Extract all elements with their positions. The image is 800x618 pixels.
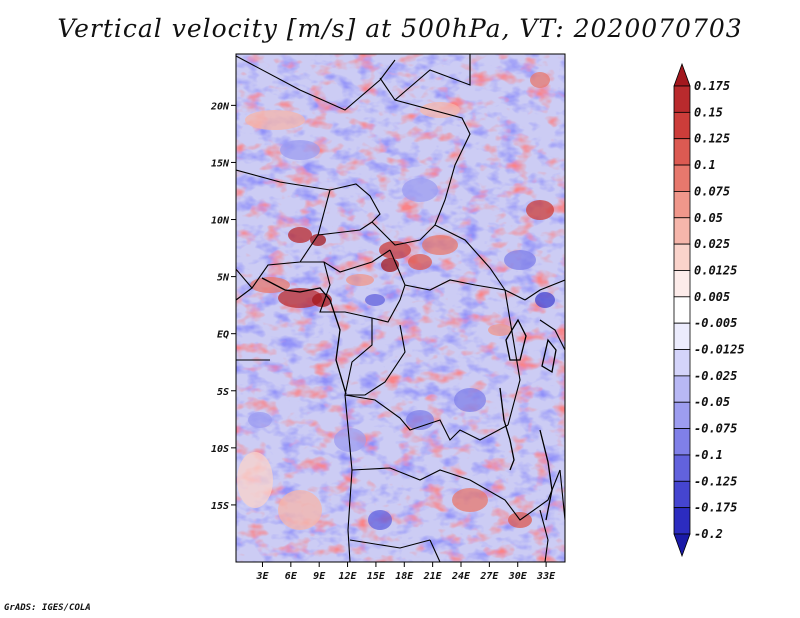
colorbar-segment bbox=[673, 217, 691, 245]
y-tick-label: 15S bbox=[211, 501, 229, 512]
x-tick-label: 27E bbox=[479, 571, 499, 582]
colorbar-label: -0.125 bbox=[694, 474, 737, 488]
anomaly-blob bbox=[535, 292, 555, 308]
anomaly-blob bbox=[288, 227, 312, 243]
anomaly-blob bbox=[379, 241, 411, 259]
colorbar-segment bbox=[673, 375, 691, 403]
colorbar-segment bbox=[673, 111, 691, 140]
y-tick-label: 10S bbox=[211, 444, 229, 455]
colorbar-segment bbox=[673, 243, 691, 271]
anomaly-blob bbox=[310, 234, 326, 246]
velocity-field-texture bbox=[236, 54, 565, 562]
x-tick-label: 24E bbox=[451, 571, 471, 582]
colorbar-segment bbox=[673, 533, 691, 558]
anomaly-blob bbox=[526, 200, 554, 220]
colorbar-label: 0.075 bbox=[694, 184, 730, 198]
anomaly-blob bbox=[408, 254, 432, 270]
anomaly-blob bbox=[365, 294, 385, 306]
anomaly-blob bbox=[278, 288, 322, 308]
anomaly-blob bbox=[530, 72, 550, 88]
y-tick-label: 15N bbox=[211, 158, 230, 169]
colorbar-segment bbox=[673, 138, 691, 166]
colorbar-label: -0.0125 bbox=[694, 343, 745, 357]
colorbar-label: -0.025 bbox=[694, 369, 737, 383]
plot-frame bbox=[235, 53, 566, 563]
anomaly-blob bbox=[245, 110, 305, 130]
colorbar-label: -0.005 bbox=[694, 316, 737, 330]
colorbar-label: 0.1 bbox=[694, 158, 716, 172]
anomaly-blob bbox=[278, 490, 322, 530]
colorbar-segment bbox=[673, 454, 691, 482]
colorbar-segment bbox=[673, 85, 691, 113]
anomaly-blob bbox=[488, 324, 512, 336]
x-axis: 3E 6E 9E 12E 15E 18E 21E 24E 27E 30E 33E bbox=[255, 562, 556, 582]
colorbar-segment bbox=[673, 191, 691, 219]
x-tick-label: 15E bbox=[367, 571, 386, 582]
colorbar-segment bbox=[673, 270, 691, 298]
anomaly-blob bbox=[248, 412, 272, 428]
anomaly-blob bbox=[402, 178, 438, 202]
colorbar-segment bbox=[673, 428, 691, 456]
colorbar-label: -0.175 bbox=[694, 501, 737, 515]
colorbar-label: 0.005 bbox=[694, 290, 730, 304]
y-tick-label: 20N bbox=[210, 101, 230, 112]
x-tick-label: 18E bbox=[395, 571, 414, 582]
colorbar-segment bbox=[673, 349, 691, 377]
y-tick-label: EQ bbox=[217, 330, 229, 341]
map-area bbox=[236, 54, 565, 562]
anomaly-blob bbox=[406, 410, 434, 430]
anomaly-blob bbox=[250, 277, 290, 293]
colorbar-label: 0.05 bbox=[694, 211, 723, 225]
colorbar-label: 0.0125 bbox=[694, 263, 737, 277]
country-borders bbox=[236, 54, 565, 562]
velocity-anomalies bbox=[237, 72, 555, 530]
anomaly-blob bbox=[237, 452, 273, 508]
anomaly-blob bbox=[280, 140, 320, 160]
colorbar: 0.175 0.15 0.125 0.1 0.075 0.05 0.025 0.0125 0.0… bbox=[673, 62, 745, 558]
colorbar-segment bbox=[673, 480, 691, 509]
colorbar-label: -0.1 bbox=[694, 448, 723, 462]
anomaly-blob bbox=[504, 250, 536, 270]
colorbar-segment bbox=[673, 401, 691, 429]
y-tick-label: 5N bbox=[217, 273, 230, 284]
colorbar-label: -0.05 bbox=[694, 395, 730, 409]
colorbar-label: -0.075 bbox=[694, 422, 737, 436]
grads-credit: GrADS: IGES/COLA bbox=[4, 603, 91, 613]
x-tick-label: 33E bbox=[536, 571, 556, 582]
coastline-and-lakes bbox=[261, 277, 557, 521]
x-tick-label: 6E bbox=[285, 571, 298, 582]
x-tick-label: 3E bbox=[255, 571, 269, 582]
chart-title: Vertical velocity [m/s] at 500hPa, VT: 2… bbox=[57, 14, 743, 43]
x-tick-label: 30E bbox=[508, 571, 528, 582]
colorbar-segment bbox=[673, 322, 691, 350]
x-tick-label: 21E bbox=[423, 571, 443, 582]
y-axis: 20N 15N 10N 5N EQ 5S 10S 15S bbox=[210, 101, 236, 512]
colorbar-label: 0.125 bbox=[694, 132, 730, 146]
colorbar-segment bbox=[673, 296, 691, 324]
anomaly-blob bbox=[452, 488, 488, 512]
colorbar-segment bbox=[673, 507, 691, 535]
colorbar-segment bbox=[673, 62, 691, 87]
anomaly-blob bbox=[334, 428, 366, 452]
colorbar-label: 0.15 bbox=[694, 105, 723, 119]
anomaly-blob bbox=[454, 388, 486, 412]
colorbar-label: 0.175 bbox=[694, 79, 730, 93]
colorbar-label: -0.2 bbox=[694, 527, 723, 541]
anomaly-blob bbox=[422, 235, 458, 255]
colorbar-label: 0.025 bbox=[694, 237, 730, 251]
anomaly-blob bbox=[368, 510, 392, 530]
anomaly-blob bbox=[346, 274, 374, 286]
anomaly-blob bbox=[420, 102, 460, 118]
y-tick-label: 10N bbox=[211, 216, 230, 227]
y-tick-label: 5S bbox=[217, 387, 229, 398]
x-tick-label: 12E bbox=[339, 571, 358, 582]
anomaly-blob bbox=[312, 293, 332, 307]
colorbar-segment bbox=[673, 164, 691, 192]
x-tick-label: 9E bbox=[313, 571, 326, 582]
